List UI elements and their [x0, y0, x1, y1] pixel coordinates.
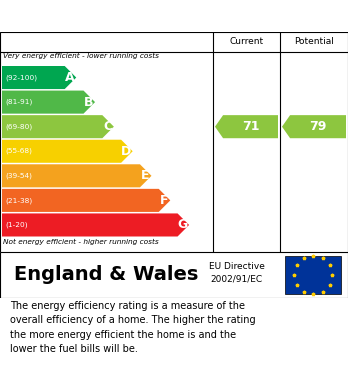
Text: Very energy efficient - lower running costs: Very energy efficient - lower running co…: [3, 53, 159, 59]
Text: C: C: [103, 120, 112, 133]
Text: (69-80): (69-80): [6, 124, 33, 130]
Polygon shape: [2, 115, 114, 138]
Text: (81-91): (81-91): [6, 99, 33, 105]
Text: Potential: Potential: [294, 38, 334, 47]
Text: (92-100): (92-100): [6, 74, 38, 81]
Text: (1-20): (1-20): [6, 222, 28, 228]
Text: F: F: [160, 194, 168, 207]
Polygon shape: [2, 164, 151, 187]
Text: Energy Efficiency Rating: Energy Efficiency Rating: [14, 9, 224, 23]
Text: 79: 79: [309, 120, 327, 133]
Polygon shape: [2, 213, 189, 237]
Text: (55-68): (55-68): [6, 148, 32, 154]
Text: D: D: [121, 145, 131, 158]
Text: England & Wales: England & Wales: [14, 265, 198, 285]
Text: E: E: [141, 169, 150, 182]
Bar: [285, 256, 341, 294]
Polygon shape: [2, 140, 133, 163]
Text: EU Directive
2002/91/EC: EU Directive 2002/91/EC: [209, 262, 265, 283]
Polygon shape: [2, 91, 95, 114]
Text: G: G: [177, 219, 187, 231]
Polygon shape: [2, 66, 76, 89]
Text: 71: 71: [242, 120, 259, 133]
Text: (21-38): (21-38): [6, 197, 33, 204]
Polygon shape: [282, 115, 346, 138]
Text: The energy efficiency rating is a measure of the
overall efficiency of a home. T: The energy efficiency rating is a measur…: [10, 301, 256, 354]
Text: (39-54): (39-54): [6, 172, 32, 179]
Polygon shape: [215, 115, 278, 138]
Text: Not energy efficient - higher running costs: Not energy efficient - higher running co…: [3, 239, 159, 245]
Text: Current: Current: [229, 38, 263, 47]
Polygon shape: [2, 189, 170, 212]
Text: B: B: [84, 96, 93, 109]
Text: A: A: [65, 71, 74, 84]
